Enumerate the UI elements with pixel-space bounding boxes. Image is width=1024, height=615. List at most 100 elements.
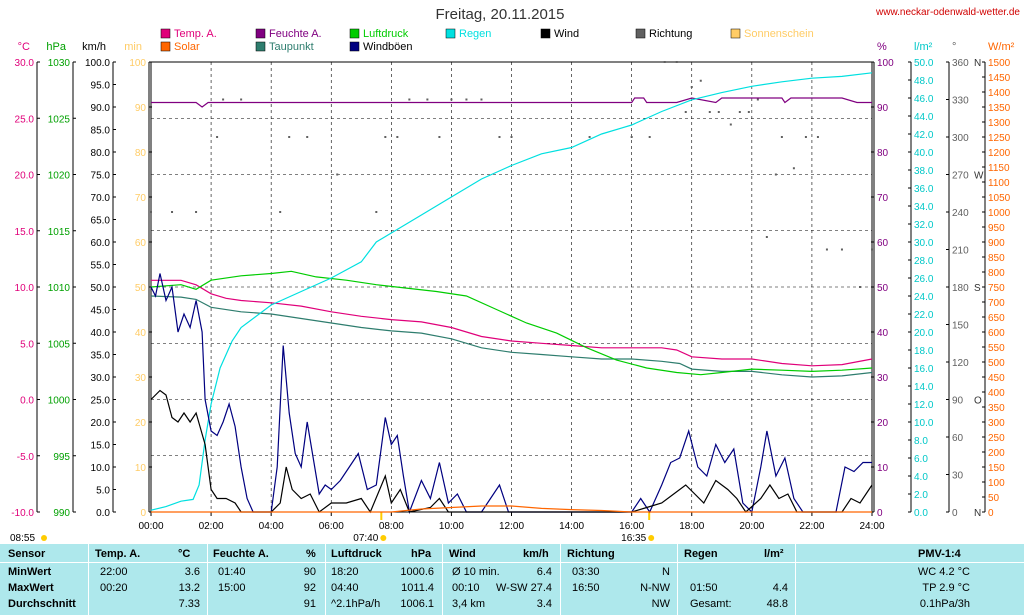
stats-pmv: TP 2.9 °C — [922, 582, 970, 594]
stats-wind-extra: W-SW — [496, 582, 528, 594]
axis-label-solar: 850 — [988, 253, 1005, 264]
axis-label-temp: 10.0 — [15, 283, 35, 294]
sunset-label: 16:35 — [621, 533, 646, 544]
axis-compass-label: N — [974, 508, 981, 519]
axis-label-dir: 180 — [952, 283, 969, 294]
axis-label-solar: 200 — [988, 448, 1005, 459]
axis-label-solar: 0 — [988, 508, 994, 519]
axis-label-solar: 150 — [988, 463, 1005, 474]
direction-point — [336, 173, 339, 176]
axis-label-rain: 4.0 — [914, 472, 928, 483]
axis-label-hum: 20 — [877, 418, 889, 429]
axis-label-rain: 16.0 — [914, 364, 934, 375]
direction-point — [858, 286, 861, 288]
axis-unit-solar: W/m² — [988, 41, 1015, 53]
axis-unit-hum: % — [877, 41, 887, 53]
axis-label-dir: 120 — [952, 358, 969, 369]
direction-point — [396, 136, 399, 138]
axis-label-wind: 95.0 — [91, 81, 111, 92]
axis-label-sun: 20 — [135, 418, 147, 429]
stats-label: Durchschnitt — [8, 598, 76, 610]
x-tick-label: 12:00 — [499, 521, 524, 532]
axis-label-pressure: 1005 — [48, 339, 71, 350]
axis-label-rain: 20.0 — [914, 328, 934, 339]
axis-unit-wind: km/h — [82, 41, 106, 53]
axis-label-pressure: 1025 — [48, 114, 71, 125]
stats-wind-time: 3,4 km — [452, 598, 486, 610]
direction-point — [150, 211, 152, 213]
direction-point — [747, 111, 750, 113]
axis-label-solar: 450 — [988, 373, 1005, 384]
axis-label-solar: 1300 — [988, 118, 1011, 129]
axis-label-temp: -5.0 — [17, 452, 35, 463]
axis-label-rain: 36.0 — [914, 184, 934, 195]
axis-label-hum: 50 — [877, 283, 889, 294]
stats-hum-time: 01:40 — [218, 566, 246, 578]
axis-label-wind: 70.0 — [91, 193, 111, 204]
stats-press-time: 18:20 — [331, 566, 359, 578]
axis-label-rain: 50.0 — [914, 58, 934, 69]
direction-point — [871, 248, 873, 251]
x-tick-label: 04:00 — [259, 521, 284, 532]
stats-wind-val: 3.4 — [536, 598, 552, 610]
axis-label-wind: 35.0 — [91, 351, 111, 362]
direction-point — [216, 136, 219, 138]
axis-label-rain: 2.0 — [914, 490, 928, 501]
stats-header-rain: Regen — [684, 548, 718, 560]
direction-point — [240, 98, 243, 101]
axis-label-temp: 15.0 — [15, 227, 35, 238]
axis-label-sun: 10 — [135, 463, 147, 474]
site-url[interactable]: www.neckar-odenwald-wetter.de — [876, 7, 1020, 18]
axis-label-wind: 90.0 — [91, 103, 111, 114]
axis-label-solar: 50 — [988, 493, 1000, 504]
direction-point — [765, 236, 768, 238]
axis-label-solar: 1100 — [988, 178, 1010, 189]
axis-label-rain: 46.0 — [914, 94, 934, 105]
stats-header-temp: Temp. A. — [95, 548, 141, 560]
axis-label-wind: 0.0 — [96, 508, 110, 519]
direction-point — [384, 136, 387, 138]
axis-label-temp: 25.0 — [15, 114, 35, 125]
legend-label: Windböen — [363, 41, 413, 53]
axis-label-dir: 90 — [952, 396, 964, 407]
axis-compass-label: S — [974, 283, 981, 294]
legend-swatch — [445, 28, 456, 39]
axis-label-hum: 80 — [877, 148, 889, 159]
legend-label: Richtung — [649, 28, 692, 40]
stats-hum-val: 92 — [303, 582, 316, 594]
stats-hum-val: 90 — [303, 566, 316, 578]
direction-point — [465, 98, 468, 101]
direction-point — [648, 136, 651, 138]
axis-label-wind: 50.0 — [91, 283, 111, 294]
axis-label-sun: 100 — [129, 58, 146, 69]
stats-temp-time: 00:20 — [100, 582, 128, 594]
direction-point — [498, 136, 501, 138]
direction-point — [774, 173, 777, 176]
stats-hum-val: 91 — [303, 598, 316, 610]
axis-compass-label: N — [974, 58, 981, 69]
axis-label-sun: 80 — [135, 148, 147, 159]
stats-temp-val: 7.33 — [178, 598, 200, 610]
axis-unit-rain: l/m² — [914, 41, 933, 53]
direction-point — [375, 211, 378, 213]
axis-compass-label: W — [974, 171, 984, 182]
series-line-regen — [150, 72, 873, 511]
direction-point — [588, 136, 591, 138]
direction-point — [708, 111, 711, 113]
axis-label-solar: 600 — [988, 328, 1005, 339]
stats-header-rain-unit: l/m² — [764, 548, 784, 560]
axis-label-pressure: 995 — [53, 452, 70, 463]
axis-label-rain: 38.0 — [914, 166, 934, 177]
stats-rain-val: 4.4 — [772, 582, 788, 594]
x-tick-label: 20:00 — [739, 521, 764, 532]
x-tick-label: 16:00 — [619, 521, 644, 532]
legend-label: Wind — [554, 28, 579, 40]
legend-swatch — [349, 41, 360, 52]
axis-label-rain: 32.0 — [914, 220, 934, 231]
stats-press-val: 1011.4 — [401, 582, 434, 594]
axis-label-wind: 75.0 — [91, 171, 111, 182]
axis-label-hum: 70 — [877, 193, 889, 204]
first-sun-label: 08:55 — [10, 533, 35, 544]
axis-label-sun: 90 — [135, 103, 147, 114]
axis-label-solar: 550 — [988, 343, 1005, 354]
